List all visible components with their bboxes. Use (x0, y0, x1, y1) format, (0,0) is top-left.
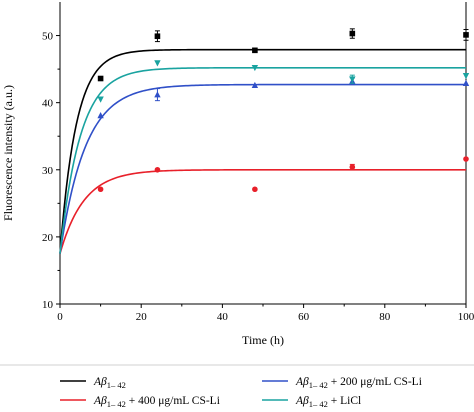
data-point-series-2 (462, 79, 470, 87)
legend-item-1[interactable]: Aβ1– 42 + 400 μg/mL CS-Li (60, 395, 220, 409)
legend-label: Aβ1– 42 (93, 376, 126, 390)
data-point-series-1 (463, 156, 469, 162)
x-tick-label: 20 (136, 311, 148, 323)
y-tick-label: 40 (42, 98, 54, 110)
y-axis-title: Fluorescence intensity (a.u.) (1, 85, 15, 221)
data-point-series-0 (463, 32, 469, 38)
data-point-series-2 (154, 91, 161, 98)
legend[interactable]: Aβ1– 42 Aβ1– 42 + 200 μg/mL CS-Li Aβ1– 42 … (60, 376, 422, 409)
x-axis: 0 20 40 60 80 100 (57, 304, 474, 323)
y-tick-label: 50 (42, 31, 54, 43)
legend-label: Aβ1– 42 + 200 μg/mL CS-Li (295, 376, 422, 390)
x-tick-label: 60 (298, 311, 310, 323)
data-point-series-1 (97, 186, 104, 193)
data-point-series-3 (154, 60, 161, 67)
fit-curves (59, 48, 466, 254)
data-point-series-3 (462, 73, 470, 80)
legend-item-0[interactable]: Aβ1– 42 (60, 376, 126, 390)
data-point-series-0 (349, 30, 356, 37)
data-point-series-3 (251, 64, 259, 72)
x-tick-label: 100 (458, 311, 474, 323)
x-tick-label: 80 (379, 311, 391, 323)
data-point-series-3 (349, 76, 356, 83)
legend-label: Aβ1– 42 + LiCl (295, 395, 361, 409)
data-point-series-0 (97, 75, 104, 82)
data-point-series-0 (154, 33, 161, 40)
x-axis-title: Time (h) (242, 333, 284, 347)
legend-item-3[interactable]: Aβ1– 42 + LiCl (262, 395, 361, 409)
fit-curve-series-0 (59, 48, 466, 254)
x-tick-label: 40 (217, 311, 229, 323)
y-tick-label: 10 (42, 299, 54, 311)
fit-curve-series-3 (59, 66, 466, 254)
legend-label: Aβ1– 42 + 400 μg/mL CS-Li (93, 395, 220, 409)
data-point-series-1 (154, 166, 161, 173)
y-tick-label: 30 (42, 165, 54, 177)
data-point-series-2 (251, 81, 259, 89)
data-point-series-3 (97, 96, 104, 103)
fit-curve-series-2 (59, 83, 466, 254)
y-tick-label: 20 (42, 232, 54, 244)
y-axis: 10 20 30 40 50 (42, 31, 60, 311)
data-point-series-1 (252, 186, 258, 193)
legend-item-2[interactable]: Aβ1– 42 + 200 μg/mL CS-Li (262, 376, 422, 390)
data-point-series-1 (349, 164, 356, 170)
x-tick-label: 0 (57, 311, 63, 323)
data-point-series-0 (252, 47, 258, 54)
data-markers (97, 28, 470, 193)
fit-curve-series-1 (59, 168, 466, 254)
data-point-series-2 (97, 112, 104, 119)
plot-frame (59, 2, 467, 305)
